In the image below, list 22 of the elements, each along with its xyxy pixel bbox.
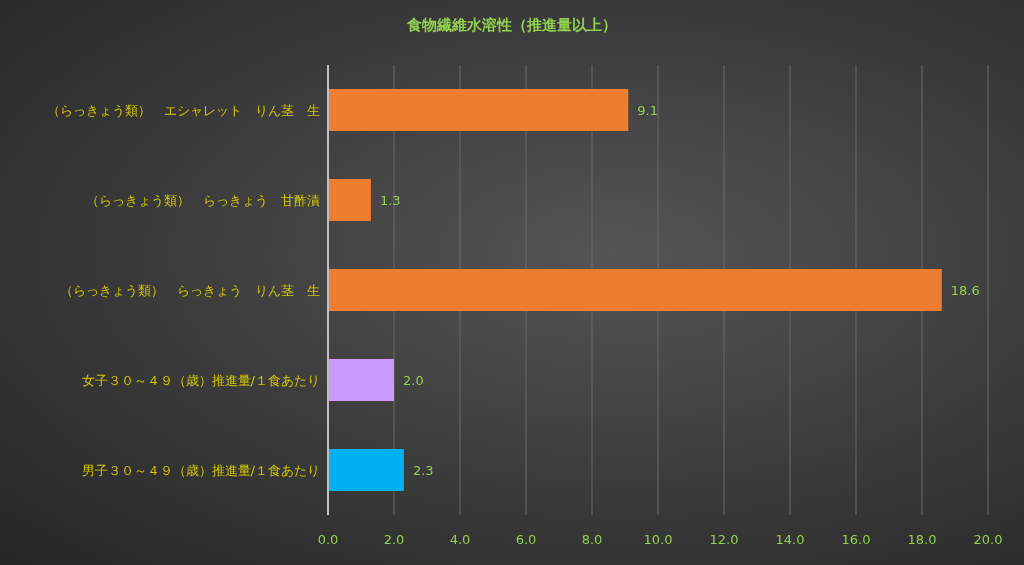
x-tick-label: 18.0 — [907, 532, 937, 548]
y-tick-label: （らっきょう類） らっきょう 甘酢漬 — [86, 192, 320, 208]
x-tick-label: 12.0 — [709, 532, 739, 548]
x-tick-label: 2.0 — [383, 532, 405, 548]
x-tick-label: 0.0 — [317, 532, 339, 548]
x-tick-label: 14.0 — [775, 532, 805, 548]
y-tick-label: 女子３０～４９（歳）推進量/１食あたり — [81, 372, 320, 388]
x-tick-label: 6.0 — [515, 532, 537, 548]
x-tick-label: 20.0 — [973, 532, 1003, 548]
data-label: 18.6 — [950, 282, 980, 298]
x-tick-label: 8.0 — [581, 532, 603, 548]
y-tick-label: 男子３０～４９（歳）推進量/１食あたり — [81, 462, 320, 478]
x-tick-label: 16.0 — [841, 532, 871, 548]
data-label: 9.1 — [637, 102, 658, 118]
data-label: 1.3 — [379, 192, 401, 208]
x-tick-label: 4.0 — [449, 532, 471, 548]
y-tick-label: （らっきょう類） エシャレット りん茎 生 — [47, 102, 320, 118]
data-label: 2.3 — [412, 462, 434, 478]
chart-title: 食物繊維水溶性（推進量以上） — [406, 16, 618, 35]
y-tick-label: （らっきょう類） らっきょう りん茎 生 — [60, 282, 320, 298]
data-label: 2.0 — [403, 372, 424, 388]
x-tick-label: 10.0 — [643, 532, 673, 548]
